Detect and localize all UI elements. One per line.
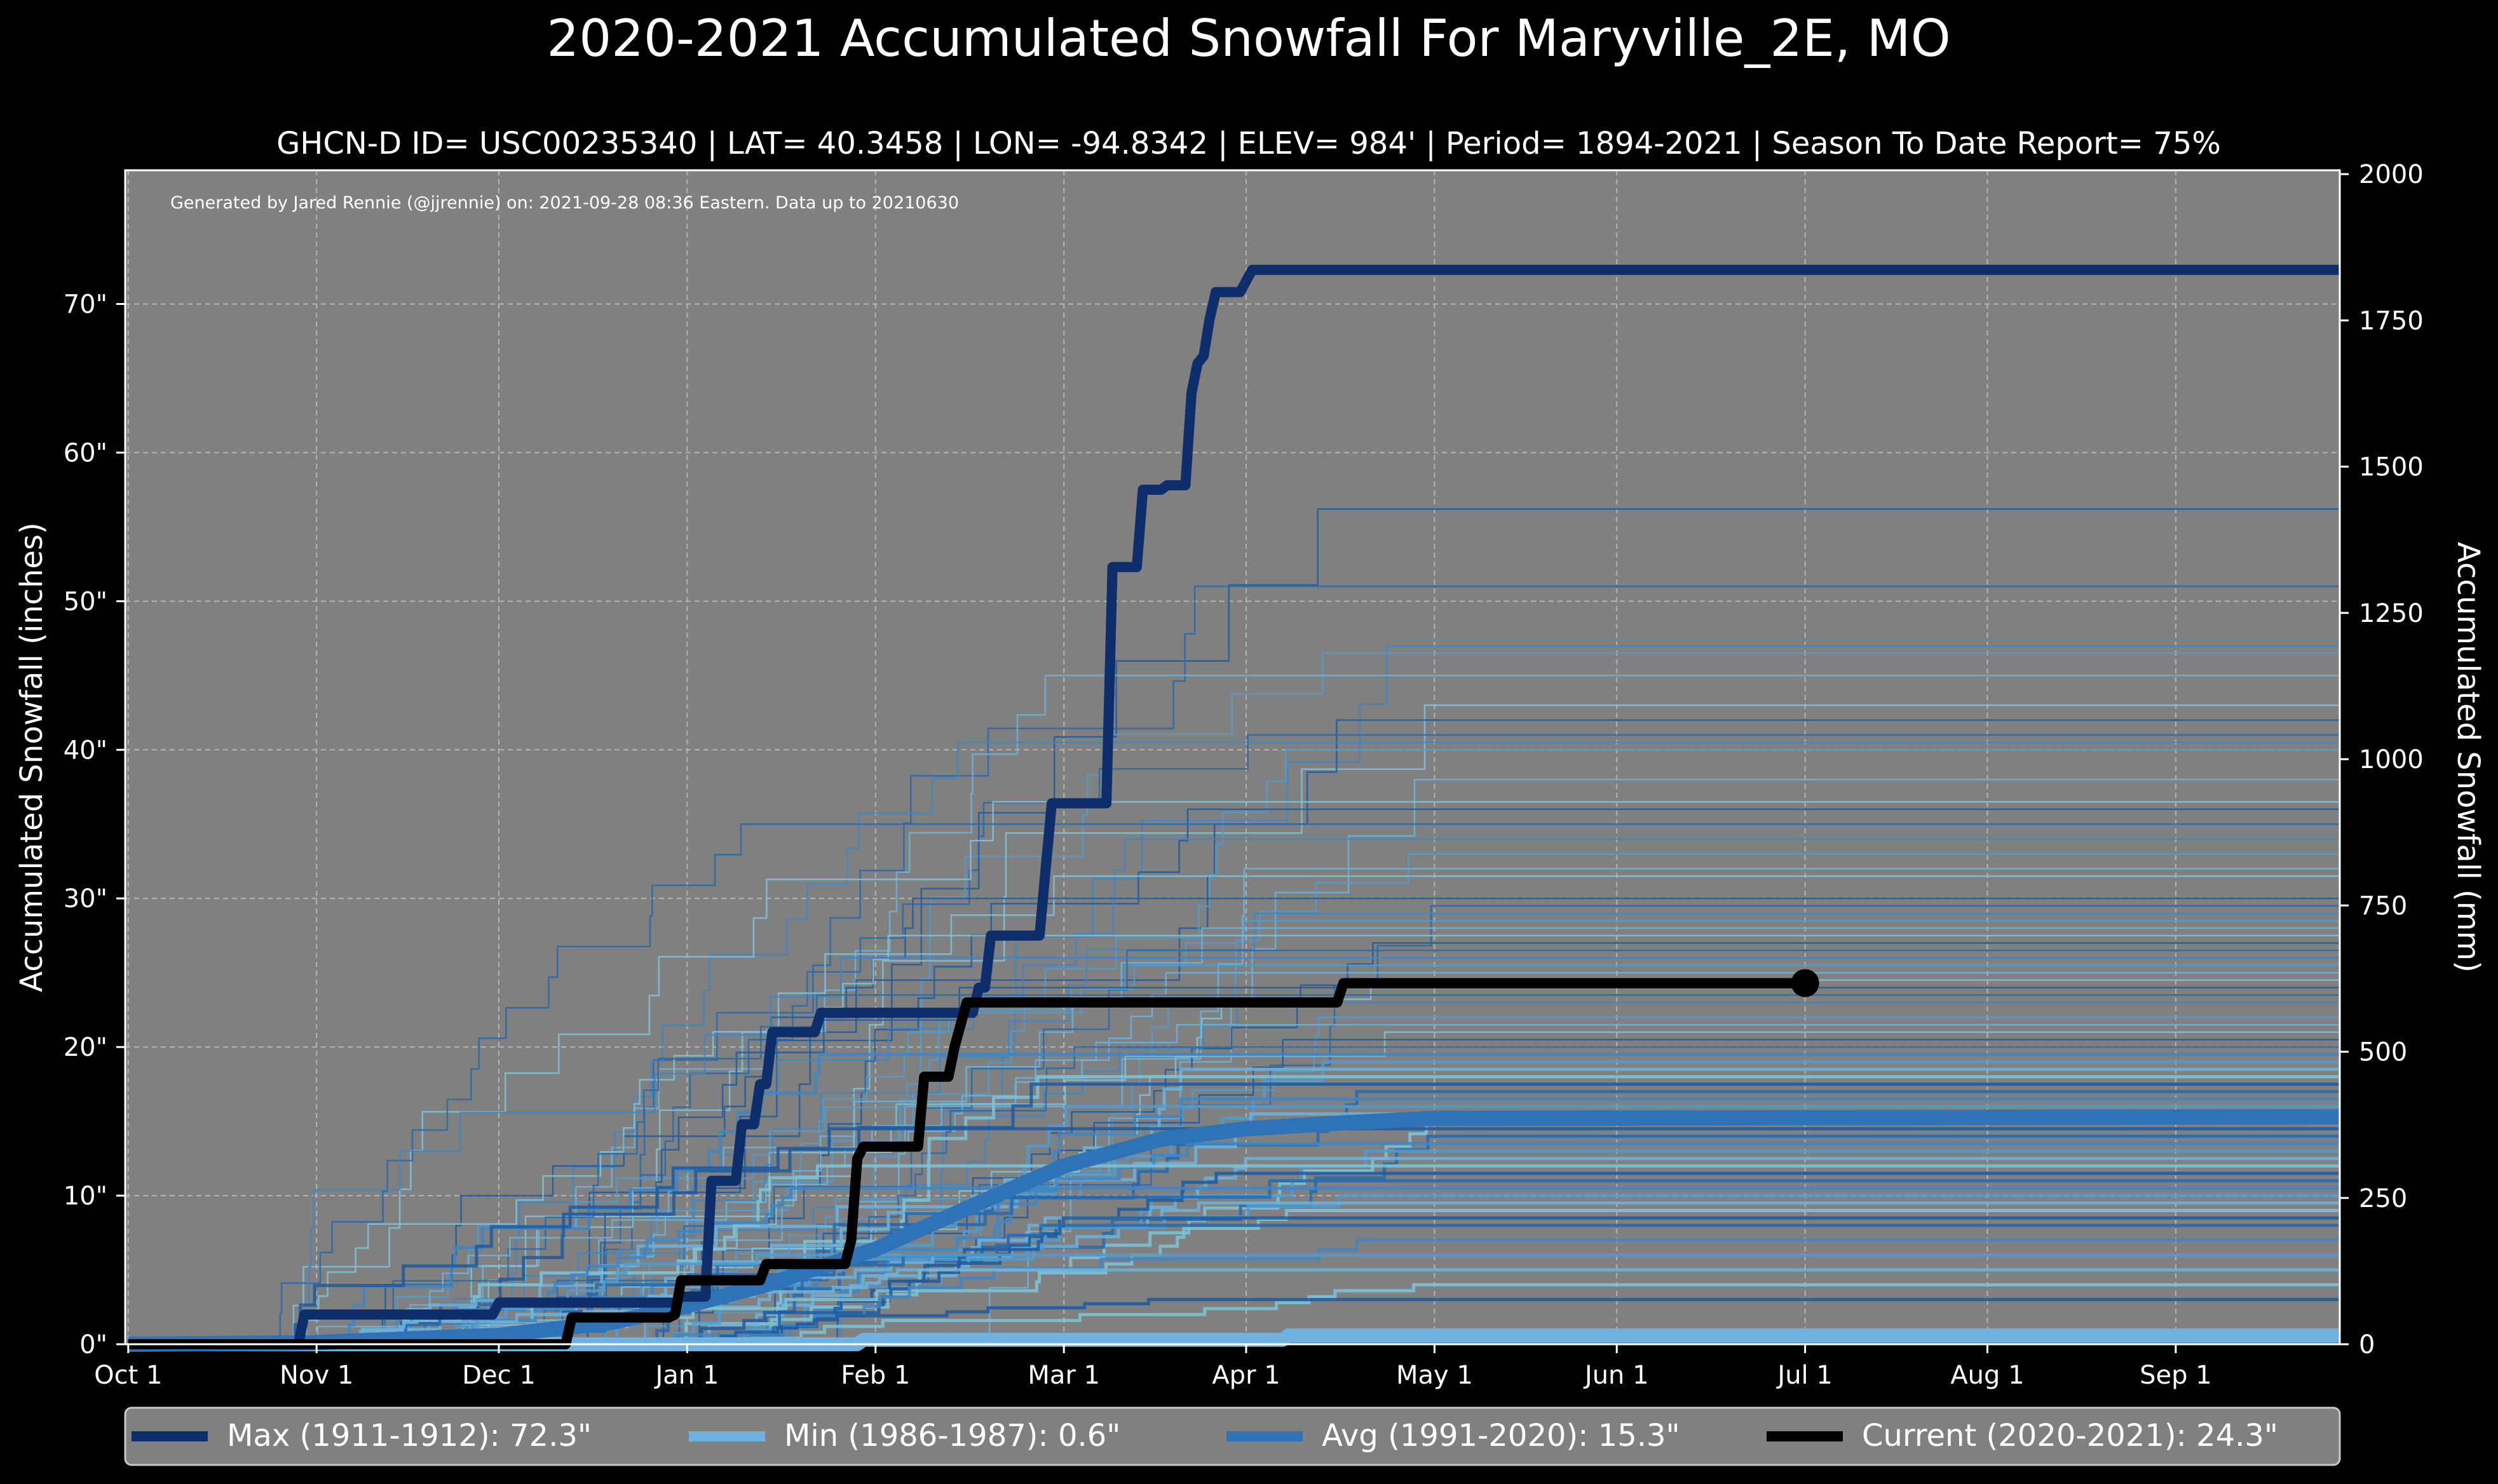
historical-season-line — [128, 875, 2340, 1346]
historical-season-line — [128, 778, 2340, 1346]
y-axis-right-label: Accumulated Snowfall (mm) — [2450, 542, 2486, 973]
historical-season-line — [128, 934, 2340, 1346]
x-tick-label: Aug 1 — [1950, 1361, 2024, 1390]
legend-item-min: Min (1986-1987): 0.6" — [689, 1418, 1120, 1454]
x-tick-label: Feb 1 — [841, 1361, 910, 1390]
historical-season-line — [128, 1164, 2340, 1346]
historical-season-line — [128, 508, 2340, 1346]
historical-season-line — [128, 1112, 2340, 1346]
x-tick-label: Apr 1 — [1212, 1361, 1280, 1390]
series-line-avg — [128, 1109, 2340, 1352]
x-tick-label: Dec 1 — [462, 1361, 536, 1390]
historical-season-line — [128, 741, 2340, 1346]
legend-label: Current (2020-2021): 24.3" — [1862, 1418, 2278, 1454]
y-tick-label-right: 1750 — [2359, 306, 2424, 335]
current-endpoint-marker — [1791, 969, 1819, 997]
y-tick-label-left: 60" — [64, 438, 107, 468]
chart-title: 2020-2021 Accumulated Snowfall For Maryv… — [546, 9, 1950, 68]
y-axis-left: 0" 10" 20" 30" 40" 50" 60" 70" — [64, 290, 125, 1359]
x-tick-label: May 1 — [1396, 1361, 1473, 1390]
x-tick-label: Jul 1 — [1775, 1361, 1832, 1390]
plot-frame — [124, 169, 2341, 1346]
legend-item-max: Max (1911-1912): 72.3" — [132, 1418, 592, 1454]
legend-label: Avg (1991-2020): 15.3" — [1322, 1418, 1680, 1454]
plot-area — [125, 170, 2340, 1344]
series-line-current — [128, 978, 1805, 1349]
y-tick-label-right: 500 — [2359, 1038, 2407, 1067]
y-tick-label-left: 30" — [64, 884, 107, 914]
historical-season-line — [128, 979, 2340, 1346]
x-tick-label: Mar 1 — [1028, 1361, 1100, 1390]
historical-season-line — [128, 823, 2340, 1346]
credit-note: Generated by Jared Rennie (@jjrennie) on… — [170, 193, 959, 213]
y-axis-left-label: Accumulated Snowfall (inches) — [14, 522, 50, 992]
y-tick-label-right: 250 — [2359, 1184, 2407, 1213]
y-tick-label-left: 0" — [79, 1330, 107, 1359]
legend-items: Max (1911-1912): 72.3" Min (1986-1987): 0… — [132, 1418, 2278, 1454]
legend-label: Max (1911-1912): 72.3" — [227, 1418, 592, 1454]
historical-season-line — [128, 1238, 2340, 1346]
legend-label: Min (1986-1987): 0.6" — [784, 1418, 1120, 1454]
x-tick-label: Nov 1 — [280, 1361, 353, 1390]
y-tick-label-left: 40" — [64, 736, 107, 765]
x-tick-label: Jun 1 — [1583, 1361, 1649, 1390]
legend-item-avg: Avg (1991-2020): 15.3" — [1226, 1418, 1680, 1454]
historical-season-line — [128, 1216, 2340, 1346]
y-tick-label-right: 1000 — [2359, 745, 2424, 774]
historical-season-line — [128, 1097, 2340, 1346]
chart-subtitle: GHCN-D ID= USC00235340 | LAT= 40.3458 | … — [276, 126, 2221, 161]
historical-lines-layer — [128, 508, 2340, 1346]
legend: Max (1911-1912): 72.3" Min (1986-1987): 0… — [124, 1406, 2341, 1466]
y-tick-label-left: 50" — [64, 587, 107, 616]
historical-season-line — [128, 1142, 2340, 1346]
y-tick-label-right: 1500 — [2359, 453, 2424, 482]
historical-season-line — [128, 800, 2340, 1346]
y-tick-label-right: 1250 — [2359, 599, 2424, 628]
y-tick-label-right: 750 — [2359, 891, 2407, 921]
y-tick-label-left: 10" — [64, 1182, 107, 1211]
historical-season-line — [128, 1224, 2340, 1346]
y-axis-right: 0 250 500 750 1000 1250 1500 1750 2000 — [2340, 160, 2424, 1359]
y-tick-label-left: 70" — [64, 290, 107, 320]
x-axis: Oct 1 Nov 1 Dec 1 Jan 1 Feb 1 Mar 1 Apr 1 May 1… — [94, 1344, 2212, 1390]
y-tick-label-right: 2000 — [2359, 160, 2424, 189]
y-tick-label-left: 20" — [64, 1033, 107, 1062]
x-tick-label: Sep 1 — [2140, 1361, 2212, 1390]
legend-item-current: Current (2020-2021): 24.3" — [1767, 1418, 2278, 1454]
x-tick-label: Oct 1 — [94, 1361, 162, 1390]
historical-season-line — [128, 964, 2340, 1346]
y-tick-label-right: 0 — [2359, 1330, 2375, 1359]
x-tick-label: Jan 1 — [653, 1361, 719, 1390]
